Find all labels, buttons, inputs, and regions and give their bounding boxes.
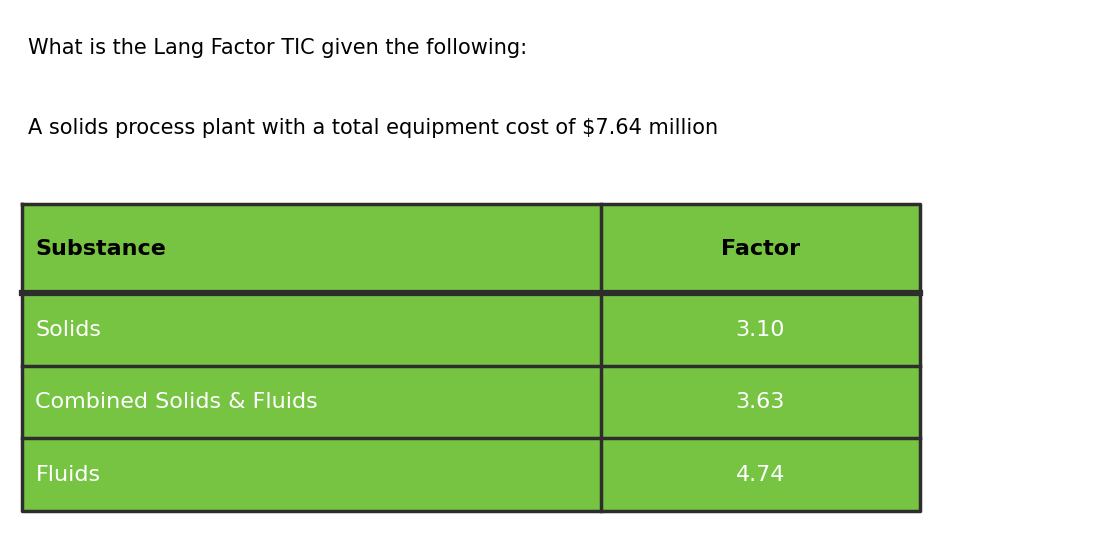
Text: 3.63: 3.63 — [736, 392, 786, 412]
Text: Factor: Factor — [721, 239, 800, 259]
FancyBboxPatch shape — [22, 366, 601, 438]
FancyBboxPatch shape — [601, 204, 920, 293]
Text: 3.10: 3.10 — [736, 320, 786, 339]
FancyBboxPatch shape — [601, 293, 920, 366]
Text: A solids process plant with a total equipment cost of $7.64 million: A solids process plant with a total equi… — [28, 118, 718, 138]
Text: 4.74: 4.74 — [736, 465, 786, 485]
Text: Solids: Solids — [35, 320, 102, 339]
FancyBboxPatch shape — [22, 438, 601, 511]
Text: Combined Solids & Fluids: Combined Solids & Fluids — [35, 392, 318, 412]
FancyBboxPatch shape — [601, 366, 920, 438]
Text: Substance: Substance — [35, 239, 166, 259]
FancyBboxPatch shape — [22, 204, 601, 293]
FancyBboxPatch shape — [22, 293, 601, 366]
FancyBboxPatch shape — [601, 438, 920, 511]
Text: What is the Lang Factor TIC given the following:: What is the Lang Factor TIC given the fo… — [28, 38, 526, 58]
Text: Fluids: Fluids — [35, 465, 101, 485]
